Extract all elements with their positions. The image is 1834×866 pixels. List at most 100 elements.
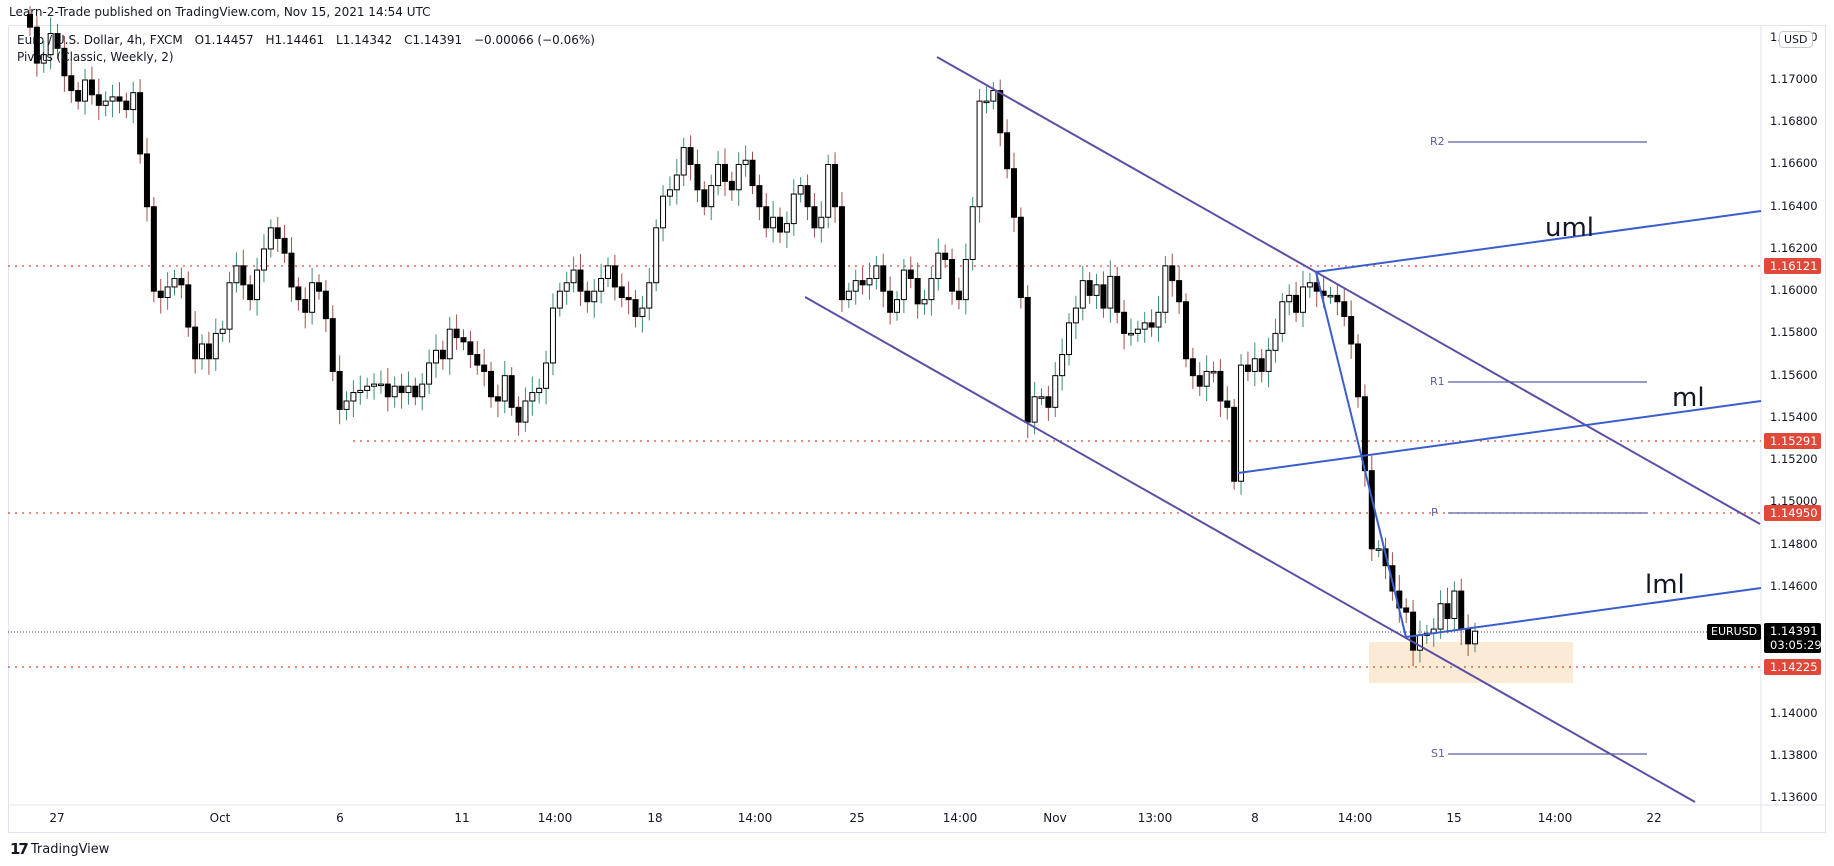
bullish-candle[interactable] (639, 307, 646, 318)
pitchfork-handle[interactable] (1315, 271, 1407, 638)
bullish-candle[interactable] (1141, 322, 1148, 330)
bearish-candle[interactable] (178, 278, 185, 286)
bearish-candle[interactable] (1196, 375, 1203, 387)
bullish-candle[interactable] (549, 307, 556, 364)
bearish-candle[interactable] (1258, 358, 1265, 372)
bullish-candle[interactable] (742, 159, 749, 165)
bearish-candle[interactable] (157, 290, 164, 299)
bullish-candle[interactable] (770, 216, 777, 229)
bullish-candle[interactable] (82, 79, 89, 102)
support-zone[interactable] (1369, 642, 1573, 683)
bullish-candle[interactable] (1066, 322, 1073, 356)
bullish-candle[interactable] (605, 265, 611, 280)
bearish-candle[interactable] (1017, 216, 1024, 299)
bearish-candle[interactable] (116, 96, 123, 102)
lml-label[interactable]: lml (1645, 570, 1685, 600)
bullish-candle[interactable] (171, 278, 178, 288)
bullish-candle[interactable] (543, 362, 550, 389)
bearish-candle[interactable] (749, 159, 756, 187)
bullish-candle[interactable] (969, 206, 976, 261)
bearish-candle[interactable] (460, 337, 467, 343)
bullish-candle[interactable] (680, 147, 687, 176)
bearish-candle[interactable] (1348, 316, 1355, 345)
bearish-candle[interactable] (1176, 280, 1183, 303)
bullish-candle[interactable] (405, 385, 412, 394)
bullish-candle[interactable] (928, 278, 935, 301)
currency-badge[interactable]: USD (1779, 31, 1813, 48)
bullish-candle[interactable] (983, 100, 990, 104)
bullish-candle[interactable] (1203, 370, 1210, 387)
bearish-candle[interactable] (288, 252, 295, 288)
bullish-candle[interactable] (426, 362, 433, 385)
bullish-candle[interactable] (357, 389, 364, 394)
bullish-candle[interactable] (873, 265, 880, 280)
bearish-candle[interactable] (1024, 297, 1031, 423)
bearish-candle[interactable] (453, 328, 460, 339)
bullish-candle[interactable] (364, 385, 371, 391)
bearish-candle[interactable] (632, 299, 639, 318)
bullish-candle[interactable] (735, 163, 742, 191)
bullish-candle[interactable] (212, 332, 219, 360)
bullish-candle[interactable] (1107, 275, 1114, 309)
bearish-candle[interactable] (481, 364, 488, 372)
bullish-candle[interactable] (1451, 590, 1458, 620)
bullish-candle[interactable] (233, 265, 240, 284)
bearish-candle[interactable] (1189, 358, 1196, 377)
bearish-candle[interactable] (777, 216, 784, 233)
bullish-candle[interactable] (653, 227, 660, 284)
bearish-candle[interactable] (1010, 168, 1017, 218)
bearish-candle[interactable] (302, 299, 309, 313)
bearish-candle[interactable] (1148, 322, 1155, 328)
bearish-candle[interactable] (316, 282, 322, 292)
bullish-candle[interactable] (343, 400, 350, 410)
bullish-candle[interactable] (1059, 354, 1066, 377)
bullish-candle[interactable] (391, 385, 398, 398)
bullish-candle[interactable] (529, 392, 536, 402)
bullish-candle[interactable] (845, 290, 852, 301)
bullish-candle[interactable] (350, 392, 357, 402)
bullish-candle[interactable] (1093, 284, 1100, 296)
bullish-candle[interactable] (1306, 282, 1313, 288)
bearish-candle[interactable] (1100, 284, 1107, 309)
bullish-candle[interactable] (371, 383, 378, 387)
legend-symbol[interactable]: Euro / U.S. Dollar, 4h, FXCM (17, 33, 183, 47)
bullish-candle[interactable] (1272, 332, 1279, 351)
bearish-candle[interactable] (859, 280, 866, 286)
bullish-candle[interactable] (990, 90, 997, 102)
bearish-candle[interactable] (33, 26, 40, 64)
bearish-candle[interactable] (1458, 590, 1465, 630)
bearish-candle[interactable] (1224, 400, 1231, 408)
bearish-candle[interactable] (192, 326, 199, 360)
bearish-candle[interactable] (295, 286, 302, 301)
bearish-candle[interactable] (811, 206, 818, 229)
bearish-candle[interactable] (756, 185, 763, 208)
bearish-candle[interactable] (804, 185, 811, 208)
bullish-candle[interactable] (1079, 280, 1086, 309)
bullish-candle[interactable] (962, 259, 969, 301)
bullish-candle[interactable] (866, 278, 873, 286)
bullish-candle[interactable] (1127, 332, 1134, 336)
footer-brand[interactable]: 𝟭𝟳 TradingView (10, 840, 109, 858)
bullish-candle[interactable] (570, 269, 577, 284)
bullish-candle[interactable] (1134, 328, 1141, 334)
upper-channel-line[interactable] (936, 56, 1761, 525)
bullish-candle[interactable] (267, 227, 274, 250)
bearish-candle[interactable] (1114, 275, 1121, 313)
median-line[interactable] (1237, 400, 1762, 474)
bearish-candle[interactable] (1293, 294, 1300, 313)
bullish-candle[interactable] (646, 282, 653, 309)
bearish-candle[interactable] (247, 284, 254, 301)
bullish-candle[interactable] (783, 223, 790, 233)
ml-label[interactable]: ml (1672, 383, 1705, 413)
bearish-candle[interactable] (832, 163, 839, 208)
bearish-candle[interactable] (1121, 311, 1128, 334)
bearish-candle[interactable] (123, 100, 130, 111)
bearish-candle[interactable] (281, 237, 288, 254)
bullish-candle[interactable] (226, 282, 233, 330)
bearish-candle[interactable] (205, 343, 212, 360)
bullish-candle[interactable] (563, 282, 570, 292)
bearish-candle[interactable] (384, 383, 391, 398)
lower-median-line[interactable] (1405, 587, 1762, 638)
candlestick-series[interactable] (27, 6, 1478, 667)
bearish-candle[interactable] (914, 278, 921, 305)
